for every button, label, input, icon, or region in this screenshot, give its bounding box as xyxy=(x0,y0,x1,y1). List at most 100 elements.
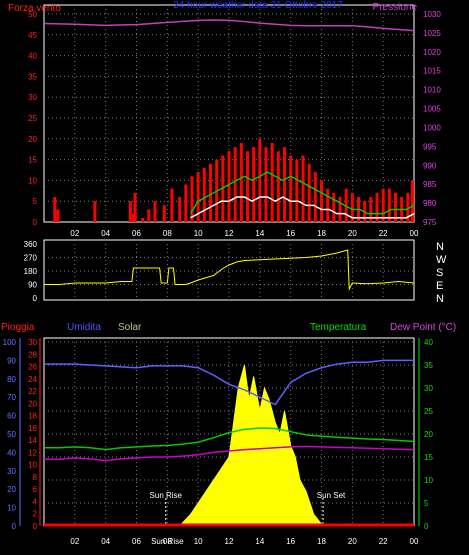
rain-tick-label: 6 xyxy=(33,485,38,494)
temperatura-line xyxy=(44,427,415,451)
right-tick-label: 1025 xyxy=(423,29,441,38)
x-tick-label: 22 xyxy=(379,537,388,546)
temp-tick-label: 0 xyxy=(424,522,429,531)
compass-label: N xyxy=(436,241,444,253)
rain-tick-label: 22 xyxy=(28,387,37,396)
rain-tick-label: 2 xyxy=(33,510,38,519)
humidity-tick-label: 30 xyxy=(7,467,16,476)
x-tick-label: 00 xyxy=(410,229,419,238)
x-tick-label: 08 xyxy=(163,537,172,546)
left-tick-label: 5 xyxy=(33,197,38,206)
wind-average-line xyxy=(189,171,415,215)
humidity-tick-label: 10 xyxy=(7,504,16,513)
pressure-line xyxy=(43,19,415,32)
x-tick-label: 20 xyxy=(348,229,357,238)
x-tick-label: 12 xyxy=(225,537,234,546)
right-tick-label: 990 xyxy=(423,161,437,170)
humidity-tick-label: 90 xyxy=(7,356,16,365)
left-tick-label: 90 xyxy=(28,281,37,290)
right-tick-label: 985 xyxy=(423,180,437,189)
rain-label: Pioggia xyxy=(1,322,35,333)
humidity-tick-label: 0 xyxy=(12,522,17,531)
temp-tick-label: 15 xyxy=(424,453,433,462)
left-tick-label: 40 xyxy=(28,52,37,61)
x-tick-label: 00 xyxy=(410,537,419,546)
rain-tick-label: 14 xyxy=(28,436,37,445)
wind-direction-line xyxy=(44,249,415,291)
x-tick-label: 10 xyxy=(194,537,203,546)
left-tick-label: 25 xyxy=(28,114,37,123)
x-tick-label: 02 xyxy=(70,229,79,238)
humidity-tick-label: 40 xyxy=(7,448,16,457)
rain-tick-label: 0 xyxy=(33,522,38,531)
x-tick-label: 04 xyxy=(101,537,110,546)
dewpoint-label: Dew Point (°C) xyxy=(390,322,456,333)
rain-tick-label: 30 xyxy=(28,338,37,347)
humidity-label: Umidita xyxy=(67,322,101,333)
rain-tick-label: 18 xyxy=(28,412,37,421)
temp-tick-label: 40 xyxy=(424,338,433,347)
left-tick-label: 45 xyxy=(28,31,37,40)
left-tick-label: 270 xyxy=(24,254,38,263)
x-tick-label: 02 xyxy=(70,537,79,546)
rain-tick-label: 16 xyxy=(28,424,37,433)
temperature-label: Temperatura xyxy=(310,322,367,333)
x-tick-label: 06 xyxy=(132,229,141,238)
left-tick-label: 30 xyxy=(28,93,37,102)
humidity-tick-label: 80 xyxy=(7,375,16,384)
x-tick-label: 04 xyxy=(101,229,110,238)
rain-tick-label: 20 xyxy=(28,399,37,408)
left-tick-label: 20 xyxy=(28,135,37,144)
rain-tick-label: 8 xyxy=(33,473,38,482)
temp-tick-label: 25 xyxy=(424,407,433,416)
left-tick-label: 180 xyxy=(24,267,38,276)
right-tick-label: 995 xyxy=(423,142,437,151)
temp-tick-label: 10 xyxy=(424,476,433,485)
humidity-tick-label: 50 xyxy=(7,430,16,439)
right-tick-label: 1015 xyxy=(423,67,441,76)
rain-tick-label: 26 xyxy=(28,363,37,372)
humidity-tick-label: 20 xyxy=(7,485,16,494)
right-tick-label: 1020 xyxy=(423,48,441,57)
left-tick-label: 360 xyxy=(24,240,38,249)
temperature-humidity-solar-panel: Pioggia Umidita Solar Temperatura Dew Point … xyxy=(1,322,456,546)
left-tick-label: 10 xyxy=(28,176,37,185)
humidity-tick-label: 60 xyxy=(7,412,16,421)
right-tick-label: 1005 xyxy=(423,105,441,114)
x-tick-label: 14 xyxy=(255,537,264,546)
axis-label-right: Pressione xyxy=(373,2,418,13)
x-tick-label: 12 xyxy=(225,229,234,238)
chart-title: 24 hour weather data 31 Ottobre 2017 xyxy=(173,0,343,11)
rain-tick-label: 28 xyxy=(28,350,37,359)
compass-label: S xyxy=(436,267,443,279)
temp-tick-label: 20 xyxy=(424,430,433,439)
wind-pressure-panel: 0510152025303540455097598098599099510001… xyxy=(8,0,441,238)
axis-label-left: Forza vento xyxy=(8,3,61,14)
right-tick-label: 1000 xyxy=(423,123,441,132)
right-tick-label: 980 xyxy=(423,199,437,208)
x-tick-label: 20 xyxy=(348,537,357,546)
x-tick-label: 16 xyxy=(286,537,295,546)
temp-tick-label: 30 xyxy=(424,384,433,393)
left-tick-label: 50 xyxy=(28,10,37,19)
rain-tick-label: 10 xyxy=(28,461,37,470)
right-tick-label: 1010 xyxy=(423,86,441,95)
sunrise-label: Sun Rise xyxy=(150,491,183,500)
x-tick-label: 08 xyxy=(163,229,172,238)
right-tick-label: 1030 xyxy=(423,10,441,19)
x-tick-label: 22 xyxy=(379,229,388,238)
solar-area xyxy=(178,364,325,527)
compass-label: N xyxy=(436,293,444,305)
x-tick-label: 18 xyxy=(317,229,326,238)
x-tick-label: 16 xyxy=(286,229,295,238)
right-tick-label: 975 xyxy=(423,218,437,227)
x-tick-label: 14 xyxy=(255,229,264,238)
rain-tick-label: 12 xyxy=(28,448,37,457)
rain-tick-label: 4 xyxy=(33,497,38,506)
temp-tick-label: 5 xyxy=(424,499,429,508)
umidita-line xyxy=(44,359,414,406)
sunrise-axis-label: Sun Rise xyxy=(151,537,184,546)
humidity-tick-label: 70 xyxy=(7,393,16,402)
compass-label: W xyxy=(436,254,447,266)
